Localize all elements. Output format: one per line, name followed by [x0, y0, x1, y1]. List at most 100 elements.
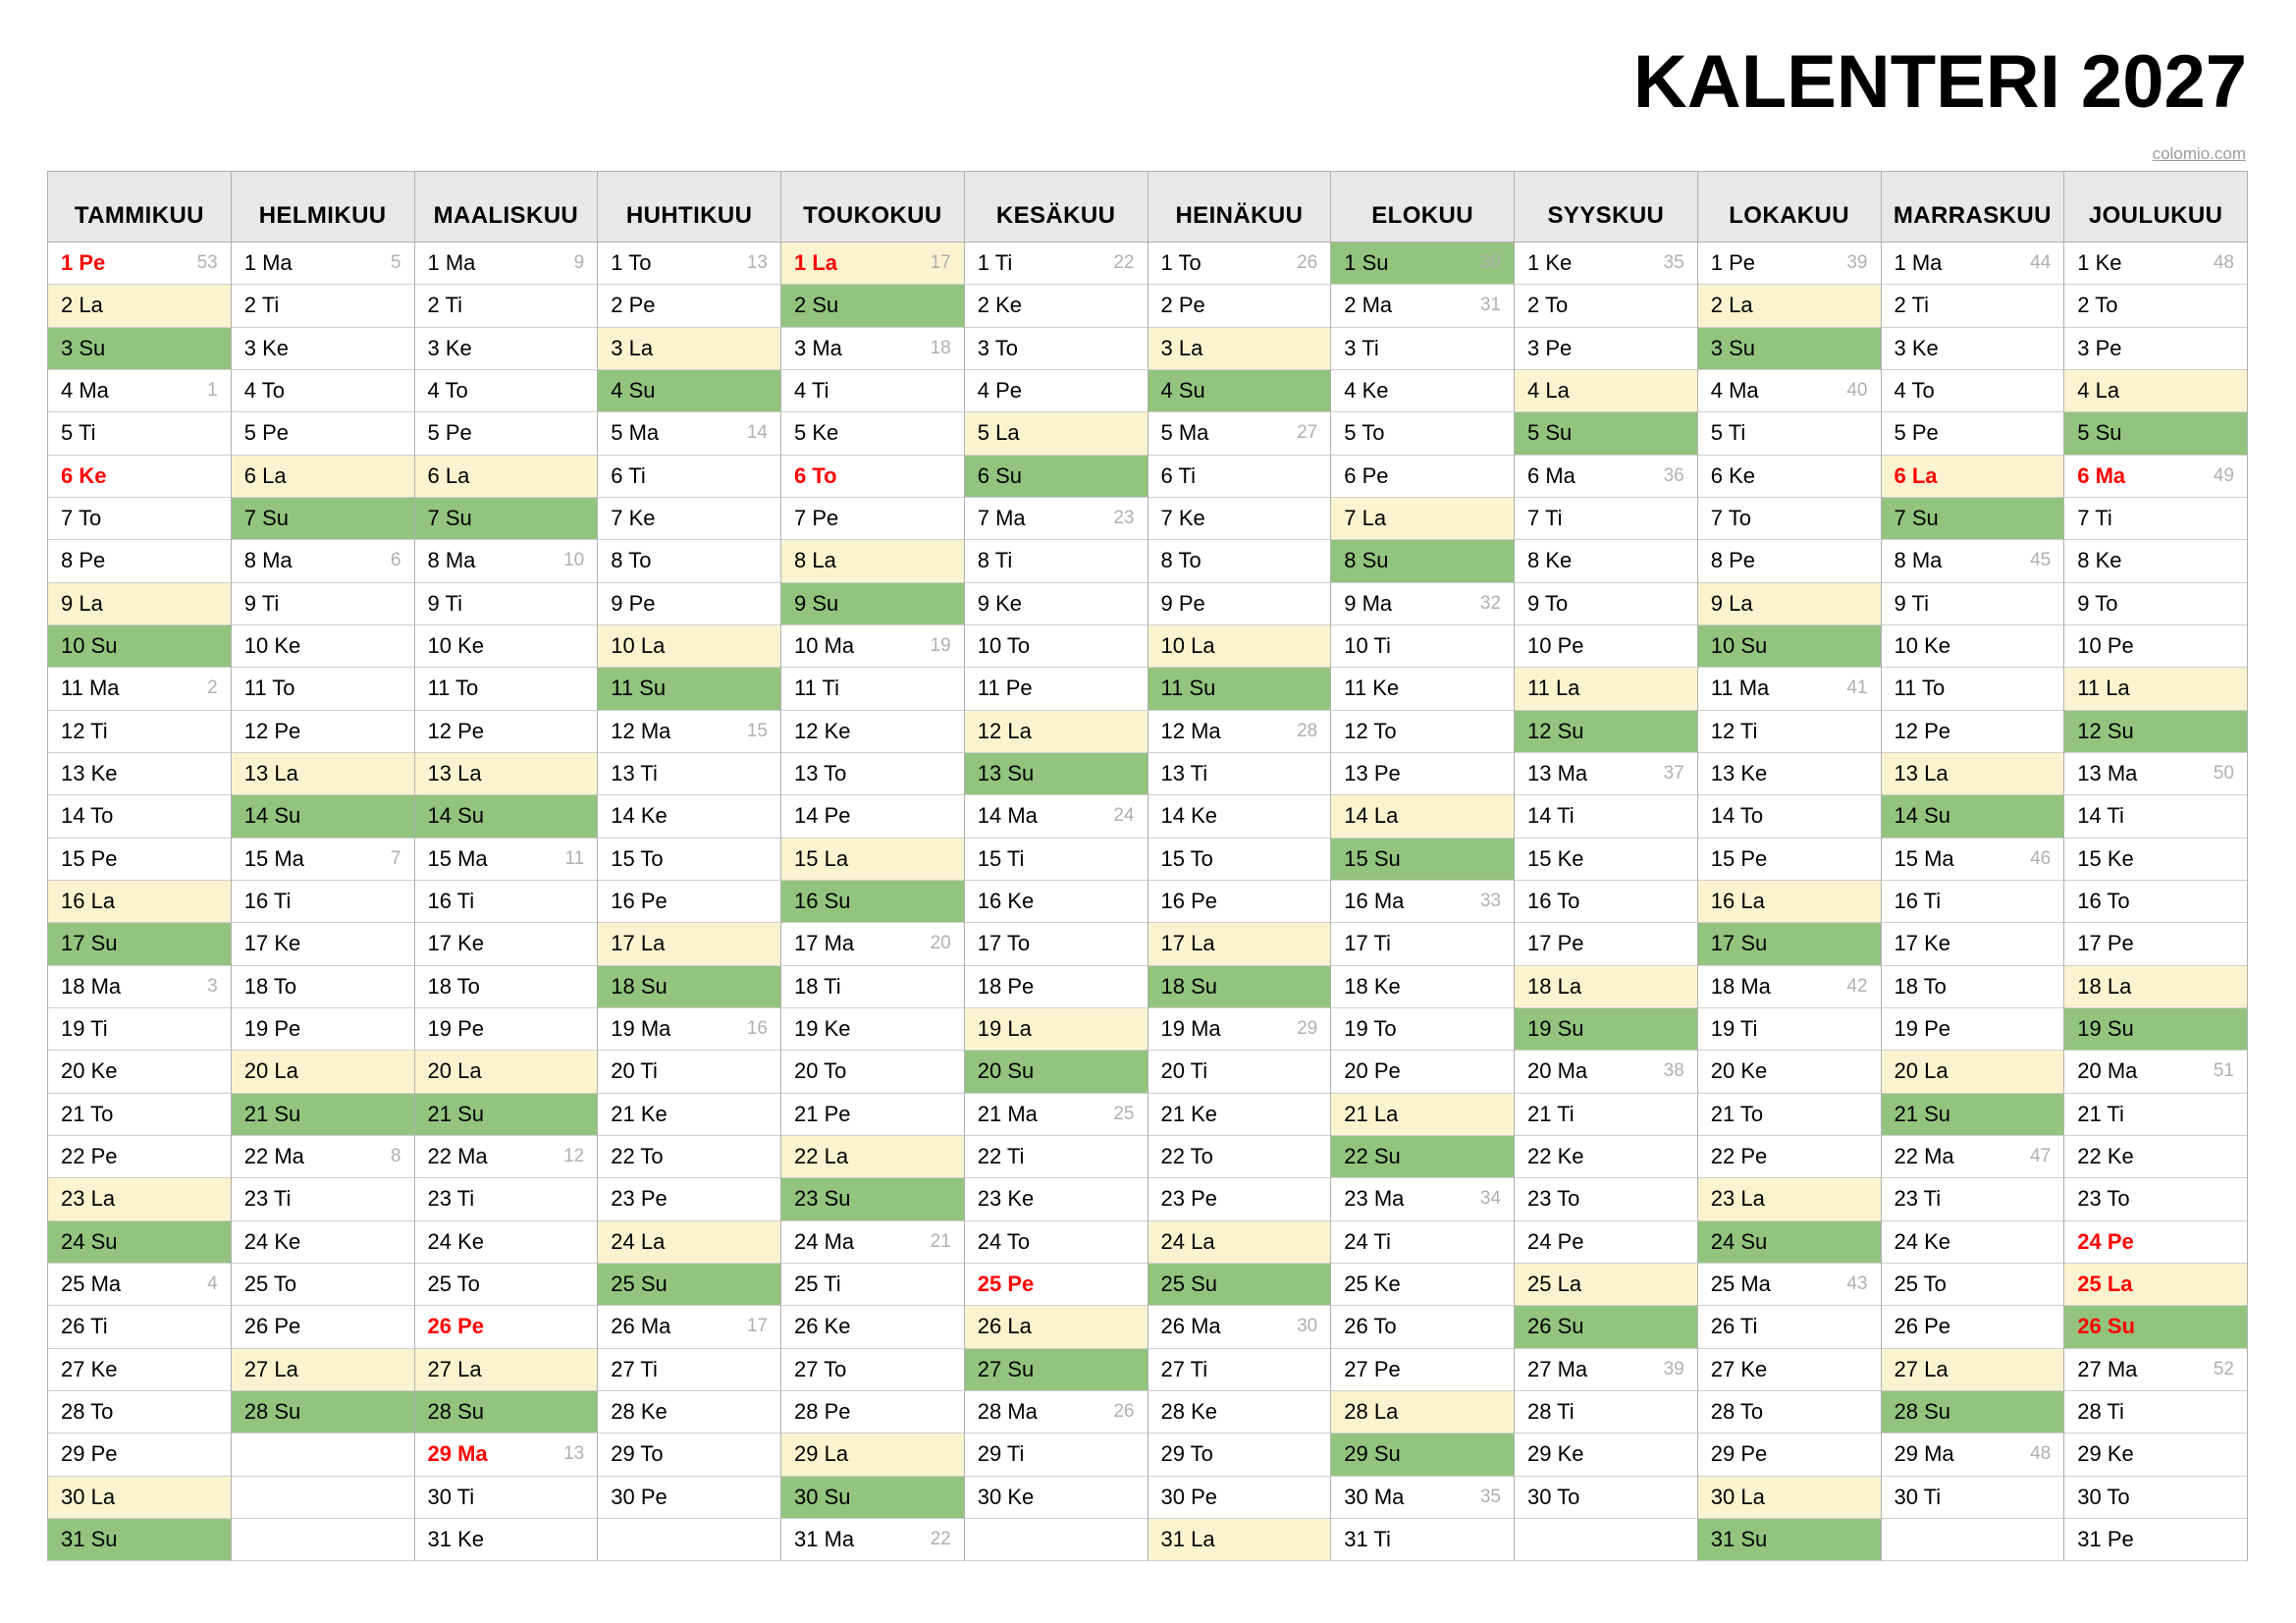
- day-cell: 11 La: [2064, 668, 2247, 711]
- day-cell: 20 Ti: [598, 1051, 780, 1094]
- day-cell: 30 Ti: [1881, 1476, 2064, 1519]
- day-cell: 23 Pe: [1148, 1178, 1331, 1221]
- day-cell: 23 La: [48, 1178, 231, 1221]
- day-cell: 8 La: [781, 540, 964, 583]
- day-label: 17 Pe: [1527, 931, 1584, 956]
- day-label: 8 Ma: [1894, 548, 1943, 573]
- day-label: 31 Ti: [1344, 1527, 1391, 1551]
- day-label: 12 Pe: [1894, 718, 1951, 743]
- day-label: 5 La: [977, 420, 1020, 446]
- day-label: 16 La: [61, 889, 116, 914]
- day-cell: 17 Su: [1697, 923, 1881, 966]
- day-cell: 4 To: [414, 369, 598, 413]
- day-cell: 5 Ti: [48, 412, 231, 456]
- day-cell: 1 Pe 39: [1697, 243, 1881, 286]
- day-label: 24 La: [1160, 1228, 1215, 1254]
- day-label: 22 Pe: [1710, 1144, 1768, 1169]
- day-label: 12 Ke: [794, 718, 851, 743]
- day-cell: 4 Su: [1148, 369, 1331, 413]
- day-cell: 8 To: [1148, 540, 1331, 583]
- day-cell: 25 Su: [598, 1263, 780, 1307]
- day-label: 21 Ti: [1527, 1101, 1575, 1126]
- day-label: 6 Ti: [1160, 462, 1196, 488]
- day-cell: 8 To: [598, 540, 780, 583]
- empty-cell: [964, 1518, 1148, 1562]
- day-label: 11 Su: [611, 676, 667, 701]
- day-cell: 23 To: [1515, 1178, 1697, 1221]
- day-cell: 19 Pe: [1881, 1007, 2064, 1052]
- day-cell: 27 Ti: [598, 1348, 780, 1391]
- day-label: 12 Pe: [427, 718, 485, 743]
- day-label: 3 Pe: [1527, 335, 1573, 360]
- day-label: 21 Ti: [2077, 1101, 2124, 1126]
- day-cell: 1 Ti 22: [964, 243, 1148, 286]
- day-label: 31 Su: [61, 1527, 118, 1551]
- day-label: 10 La: [611, 633, 666, 659]
- day-label: 1 Pe: [1710, 250, 1756, 276]
- week-number: 20: [930, 933, 951, 954]
- day-cell: 26 Pe: [414, 1306, 598, 1349]
- day-label: 27 To: [794, 1356, 847, 1381]
- day-cell: 16 Pe: [1148, 880, 1331, 924]
- day-cell: 20 Ke: [1697, 1051, 1881, 1094]
- day-label: 2 Ke: [977, 293, 1023, 318]
- day-cell: 15 Ma 46: [1881, 838, 2064, 881]
- day-label: 15 La: [794, 845, 849, 871]
- day-label: 30 Ma: [1344, 1484, 1405, 1509]
- day-label: 5 Su: [1527, 420, 1573, 446]
- day-cell: 21 Ke: [1148, 1093, 1331, 1136]
- day-cell: 29 Su: [1331, 1434, 1514, 1477]
- day-cell: 13 Ke: [48, 752, 231, 796]
- day-cell: 7 Ti: [2064, 497, 2247, 541]
- day-label: 8 To: [1160, 548, 1201, 573]
- day-cell: 3 La: [1148, 327, 1331, 370]
- day-label: 29 To: [1160, 1441, 1213, 1467]
- day-cell: 5 Su: [1515, 412, 1697, 456]
- day-label: 26 Ti: [61, 1314, 108, 1339]
- day-label: 19 Ma: [1160, 1016, 1221, 1042]
- day-cell: 15 Pe: [1697, 838, 1881, 881]
- day-label: 4 Su: [611, 378, 656, 404]
- day-cell: 19 To: [1331, 1007, 1514, 1052]
- week-number: 40: [1846, 380, 1868, 402]
- month-column-heinäkuu: HEINÄKUU 1 To 26 2 Pe 3 La 4 Su 5 Ma 27 6 Ti 7 Ke…: [1148, 171, 1332, 1562]
- day-cell: 18 To: [1881, 965, 2064, 1008]
- day-cell: 11 To: [414, 668, 598, 711]
- day-label: 18 La: [2077, 973, 2132, 999]
- day-label: 8 Pe: [1710, 548, 1756, 573]
- week-number: 10: [563, 550, 585, 571]
- day-label: 11 To: [243, 676, 295, 701]
- day-cell: 12 Ma 15: [598, 710, 780, 753]
- day-label: 14 Su: [1894, 803, 1951, 829]
- week-number: 30: [1479, 252, 1501, 274]
- day-cell: 6 La: [1881, 455, 2064, 498]
- day-cell: 30 Ma 35: [1331, 1476, 1514, 1519]
- day-label: 16 Ti: [243, 889, 292, 914]
- week-number: 19: [930, 635, 951, 657]
- day-cell: 5 Ma 14: [598, 412, 780, 456]
- day-label: 26 La: [977, 1314, 1032, 1339]
- day-cell: 4 La: [1515, 369, 1697, 413]
- watermark-link[interactable]: colomio.com: [2152, 144, 2246, 163]
- day-label: 17 To: [977, 931, 1031, 956]
- week-number: 13: [746, 252, 768, 274]
- day-cell: 3 Pe: [1515, 327, 1697, 370]
- day-cell: 12 Ma 28: [1148, 710, 1331, 753]
- day-cell: 19 Ti: [48, 1007, 231, 1052]
- day-label: 25 To: [243, 1271, 297, 1297]
- day-label: 8 Ke: [1527, 548, 1573, 573]
- day-label: 19 Ti: [61, 1016, 108, 1042]
- day-label: 23 Ti: [427, 1186, 475, 1212]
- day-cell: 7 Ke: [1148, 497, 1331, 541]
- day-cell: 26 To: [1331, 1306, 1514, 1349]
- week-number: 5: [390, 252, 401, 274]
- day-label: 25 To: [427, 1271, 480, 1297]
- week-number: 2: [207, 677, 218, 699]
- day-label: 21 To: [1710, 1101, 1764, 1126]
- day-label: 4 To: [427, 378, 468, 404]
- day-label: 12 Su: [2077, 718, 2134, 743]
- day-label: 18 To: [427, 973, 480, 999]
- day-cell: 13 Pe: [1331, 752, 1514, 796]
- day-label: 25 Ma: [61, 1271, 122, 1297]
- day-label: 19 Ti: [1710, 1016, 1758, 1042]
